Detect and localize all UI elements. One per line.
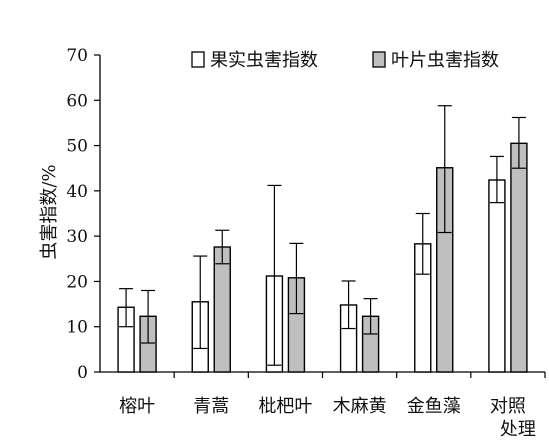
- legend-label: 果实虫害指数: [210, 50, 318, 71]
- axes: 0 10 20 30 40 50 60 70: [66, 46, 546, 383]
- legend-swatch: [191, 51, 205, 68]
- bar-leaf: [213, 246, 231, 373]
- bar-leaf: [510, 142, 528, 373]
- y-tick-label: 30: [66, 227, 88, 247]
- legend: 果实虫害指数 叶片虫害指数: [191, 50, 499, 71]
- y-tick-label: 20: [66, 272, 88, 292]
- x-tick-label: 榕叶: [119, 396, 155, 417]
- x-tick-label: 青蒿: [193, 396, 229, 417]
- y-tick-label: 40: [66, 182, 88, 202]
- y-axis-title: 虫害指数/%: [39, 164, 60, 259]
- legend-swatch: [372, 51, 386, 68]
- x-tick-label: 金鱼藻: [407, 396, 461, 417]
- y-tick-label: 70: [66, 46, 88, 66]
- y-tick-label: 10: [66, 318, 88, 338]
- y-tick-label: 50: [66, 137, 88, 157]
- y-tick-label: 60: [66, 91, 88, 111]
- x-tick-label: 枇杷叶: [258, 396, 312, 417]
- x-tick-label: 对照处理: [490, 396, 536, 440]
- bar-fruit: [488, 179, 506, 373]
- error-bars: [119, 105, 526, 366]
- bars: [117, 142, 528, 373]
- y-tick-label: 0: [77, 363, 88, 383]
- x-tick-labels: 榕叶 青蒿 枇杷叶 木麻黄 金鱼藻 对照处理: [119, 396, 536, 440]
- legend-label: 叶片虫害指数: [391, 50, 499, 71]
- x-tick-label: 木麻黄: [333, 396, 387, 417]
